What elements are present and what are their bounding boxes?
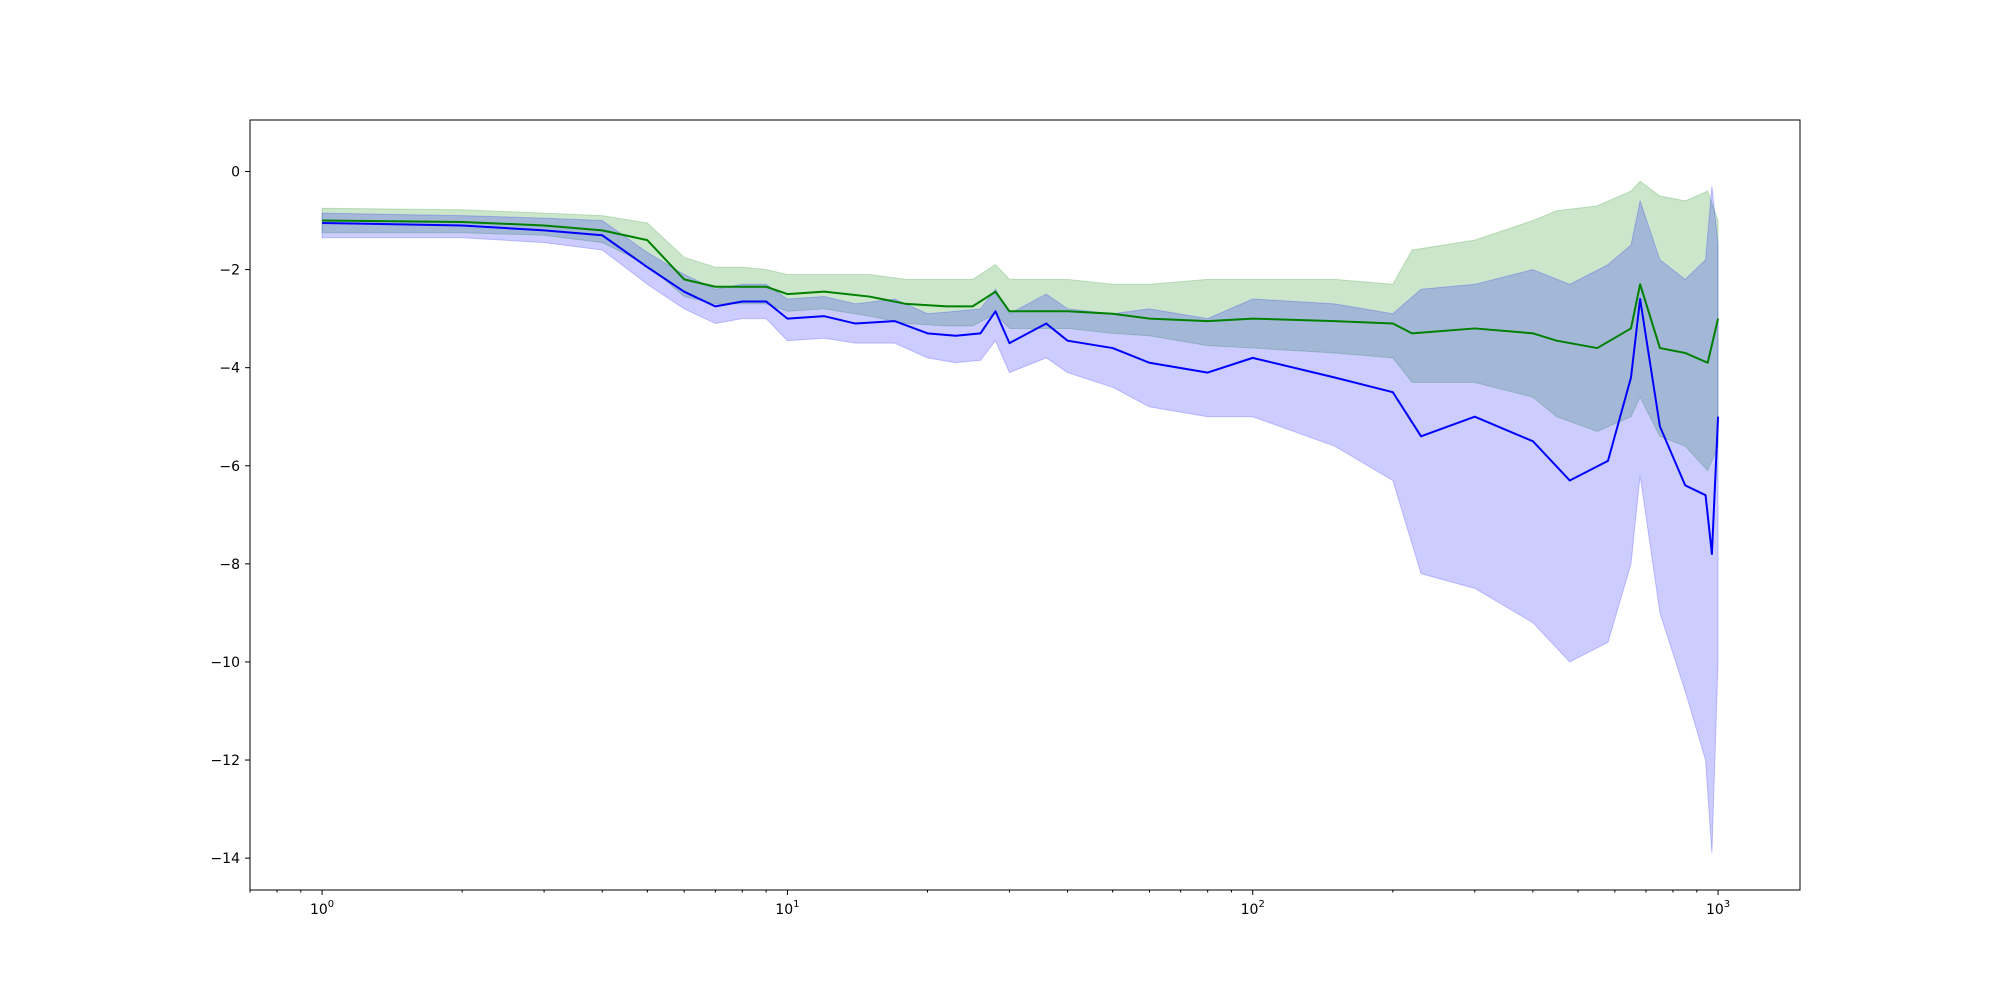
y-tick-label: −12: [210, 753, 240, 769]
x-tick-label: 103: [1706, 899, 1730, 918]
y-tick-label: −8: [219, 557, 240, 573]
series-1-band: [321, 186, 1719, 854]
x-axis: 100 101 102 103: [249, 890, 1730, 918]
plot-area-frame: [249, 119, 1801, 891]
confidence-bands: [321, 180, 1719, 854]
y-tick-label: −2: [219, 263, 240, 279]
series-lines: [322, 219, 1720, 556]
x-tick-label: 102: [1241, 899, 1265, 918]
y-tick-label: −10: [210, 655, 240, 671]
y-tick-label: 0: [231, 164, 240, 180]
y-axis: 0 −2 −4 −6 −8 −10 −12 −14: [210, 164, 250, 867]
y-tick-label: −14: [210, 851, 240, 867]
y-tick-label: −4: [219, 361, 240, 377]
series-0-band: [321, 180, 1719, 472]
series-0-line: [322, 219, 1720, 364]
series-1-line: [322, 221, 1720, 556]
y-tick-label: −6: [219, 459, 240, 475]
x-tick-label: 100: [310, 899, 334, 918]
x-tick-label: 101: [775, 899, 799, 918]
